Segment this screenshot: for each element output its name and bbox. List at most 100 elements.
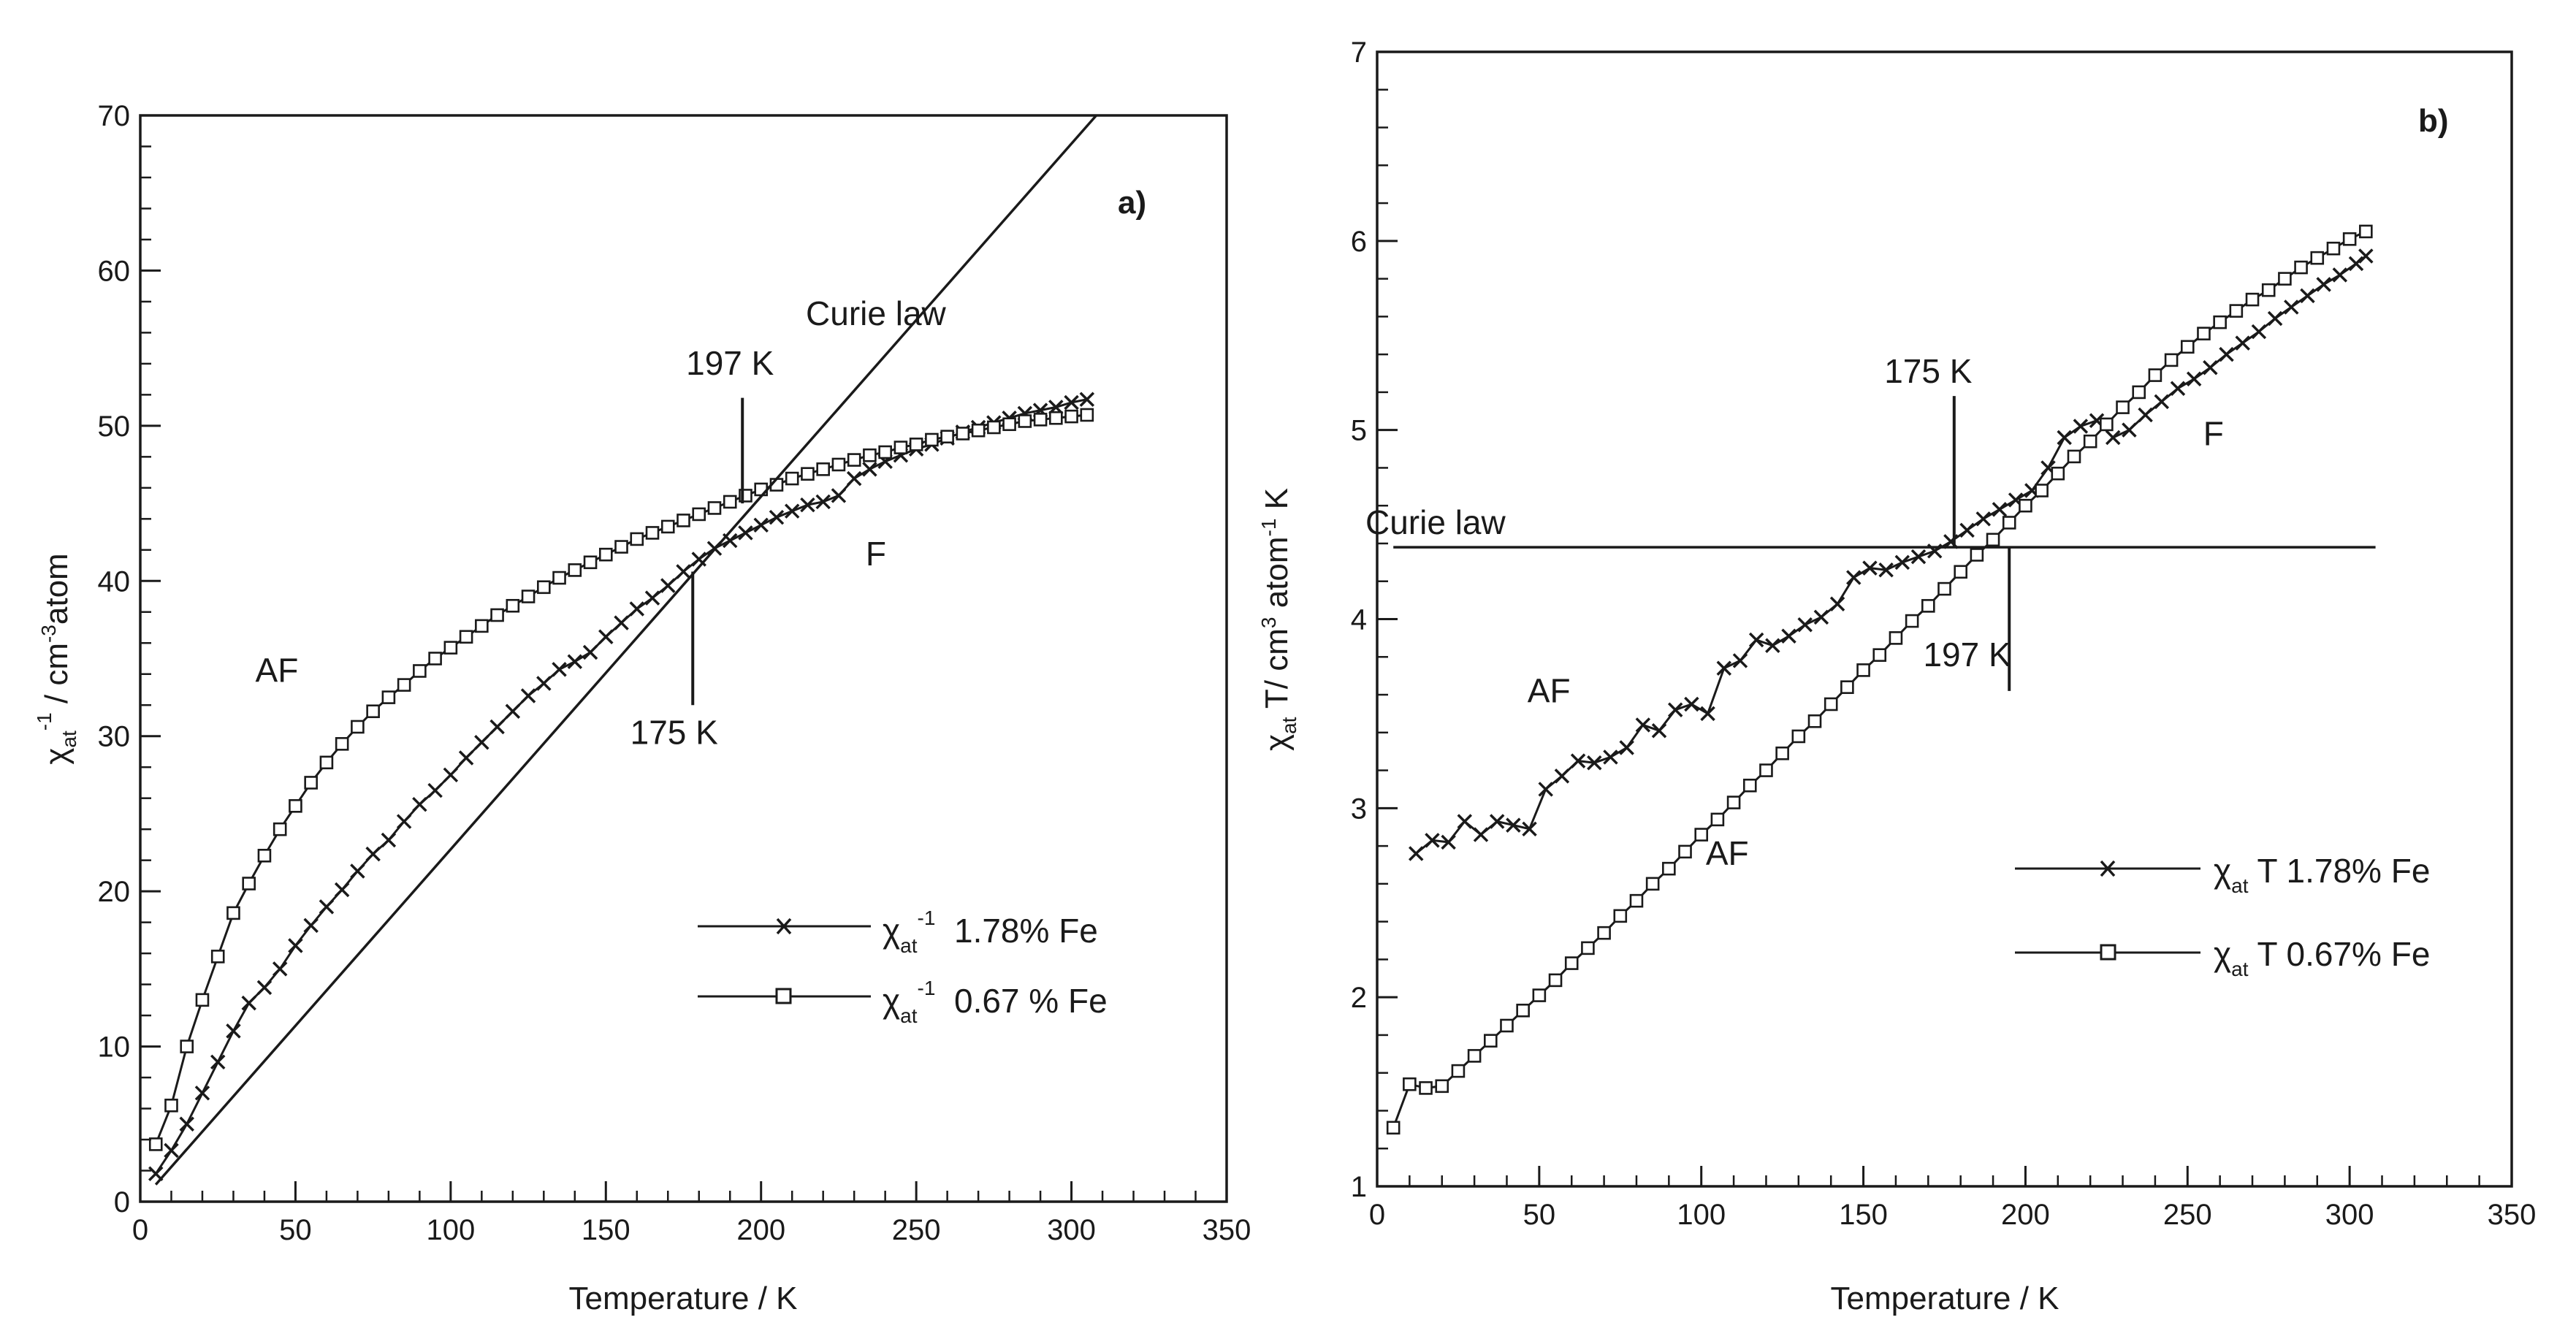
panel-b-x-marker-point xyxy=(2203,360,2218,375)
panel-b-square-marker-point xyxy=(1840,680,1854,694)
panel-a-x-marker-point xyxy=(381,832,397,848)
panel-b-x-tick-label: 300 xyxy=(2325,1199,2374,1231)
panel-a-x-marker-point xyxy=(567,654,583,669)
panel-b-x-marker-point xyxy=(2348,256,2364,272)
legend-square-marker xyxy=(2100,944,2116,961)
panel-b-x-marker-point xyxy=(1441,834,1456,850)
panel-b-square-marker-point xyxy=(1937,581,1951,596)
panel-b-x-tick-label: 200 xyxy=(2001,1199,2050,1231)
panel-a-x-marker-point xyxy=(458,750,474,766)
panel-b-label: b) xyxy=(2418,103,2449,139)
panel-b-square-marker-point xyxy=(2197,327,2211,340)
panel-b-x-axis-label: Temperature / K xyxy=(1830,1281,2059,1316)
panel-b-x-marker-point xyxy=(1862,560,1878,576)
panel-b-x-marker-point xyxy=(1959,522,1975,538)
panel-a-x-tick-label: 50 xyxy=(279,1214,312,1246)
panel-b-x-marker-point xyxy=(2105,430,2121,446)
panel-a-square-marker-point xyxy=(583,555,598,570)
panel-b-square-marker-point xyxy=(1986,533,2000,547)
panel-a-square-marker-point xyxy=(801,467,815,481)
panel-a-square-marker-point xyxy=(428,652,442,665)
panel-a-y-tick-label: 10 xyxy=(98,1031,131,1064)
legend-x-marker xyxy=(2100,860,2116,877)
panel-b-square-marker-point xyxy=(2278,272,2292,286)
panel-b-x-marker-point xyxy=(1619,740,1634,755)
panel-b-square-marker-point xyxy=(2100,417,2114,432)
panel-b-x-marker-point xyxy=(1797,617,1813,633)
panel-b-square-marker-point xyxy=(1581,941,1595,955)
panel-a-plot-frame xyxy=(139,114,1228,1203)
panel-b-square-marker-point xyxy=(1564,956,1579,970)
panel-a-square-marker-point xyxy=(475,619,489,633)
panel-a-square-marker-point xyxy=(164,1098,178,1113)
panel-b-annotations: Curie law 175 K 197 K F AF AF xyxy=(1365,352,2224,872)
panel-a-x-tick-label: 250 xyxy=(892,1214,941,1246)
panel-b-x-marker-point xyxy=(2073,419,2089,434)
panel-b-square-marker-point xyxy=(1921,599,1935,613)
panel-b-x-marker-point xyxy=(2267,310,2283,327)
panel-b-y-axis-label: χat T/ cm3 atom-1 K xyxy=(1257,488,1300,751)
panel-a-square-marker-point xyxy=(351,720,365,734)
panel-a-square-marker-point xyxy=(707,501,722,515)
panel-b-square-marker-point xyxy=(2164,353,2179,367)
panel-b-annotation: Curie law xyxy=(1365,503,1506,541)
panel-b-x-marker-point xyxy=(2358,248,2374,264)
panel-b-annotation: F xyxy=(2203,414,2224,452)
panel-a-square-marker-point xyxy=(459,630,473,644)
panel-b-x-marker-point xyxy=(2138,407,2153,423)
panel-b-x-marker-point xyxy=(2170,381,2186,396)
panel-b-x-tick-label: 350 xyxy=(2488,1199,2537,1231)
panel-b-x-marker-point xyxy=(1684,696,1699,712)
legend-square-marker xyxy=(775,988,792,1004)
panel-a-square-marker-point xyxy=(645,526,660,540)
panel-a-x-tick-label: 150 xyxy=(582,1214,630,1246)
panel-b-x-marker-point xyxy=(1587,755,1602,771)
panel-a-x-tick-label: 200 xyxy=(736,1214,785,1246)
legend-entry-067-fe: χat T 0.67% Fe xyxy=(2214,935,2430,980)
panel-a-x-marker-point xyxy=(582,644,598,660)
panel-a-x-marker-point xyxy=(365,846,381,862)
panel-a-annotation: F xyxy=(866,535,886,573)
panel-b-x-marker-point xyxy=(1635,717,1651,733)
panel-a-x-marker-point xyxy=(164,1142,179,1159)
panel-b-square-marker-point xyxy=(1419,1081,1433,1095)
panel-a-square-marker-point xyxy=(785,471,799,486)
panel-b-square-marker-point xyxy=(2067,449,2081,464)
panel-b-x-marker-point xyxy=(2154,394,2170,410)
panel-a-x-marker-point xyxy=(753,517,769,533)
panel-a-x-marker-point xyxy=(334,882,350,898)
legend-entry-178-fe: χat-1 1.78% Fe xyxy=(883,907,1098,957)
panel-b-y-tick-label: 7 xyxy=(1351,37,1367,69)
panel-b-x-marker-point xyxy=(1425,833,1440,848)
panel-a-x-marker-point xyxy=(846,470,862,487)
panel-a-x-marker-point xyxy=(815,494,831,510)
panel-a-square-marker-point xyxy=(893,440,908,454)
panel-a-square-marker-point xyxy=(195,993,210,1007)
panel-b-square-marker-point xyxy=(2245,292,2260,307)
panel-b-square-marker-point xyxy=(1451,1064,1466,1078)
panel-a-annotation: 175 K xyxy=(630,713,719,751)
panel-a-y-tick-label: 30 xyxy=(98,721,131,753)
panel-b-square-marker-point xyxy=(1872,648,1887,662)
panel-a-plot-marks xyxy=(148,114,1097,1186)
chart-panel-a: 0 50 100 150 200 250 300 350 0 10 20 30 40 50 60 70 Cur… xyxy=(33,100,1251,1316)
panel-a-square-marker-point xyxy=(537,580,551,595)
panel-a-x-marker-point xyxy=(226,1023,241,1039)
panel-b-annotation: 175 K xyxy=(1884,352,1973,390)
panel-b-x-marker-point xyxy=(2316,277,2331,292)
panel-b-square-marker-point xyxy=(1970,548,1984,562)
panel-b-square-marker-point xyxy=(2359,224,2373,239)
panel-b-x-marker-point xyxy=(1700,706,1715,722)
panel-b-square-marker-point xyxy=(1467,1049,1482,1063)
panel-b-square-marker-point xyxy=(2148,368,2162,382)
panel-b-square-marker-point xyxy=(1807,714,1822,728)
panel-b-x-marker-point xyxy=(2332,267,2348,283)
panel-a-square-marker-point xyxy=(940,430,954,444)
panel-b-square-marker-point xyxy=(1710,812,1725,827)
panel-b-square-marker-point xyxy=(2342,232,2357,246)
panel-b-square-marker-point xyxy=(1629,893,1644,908)
panel-a-x-marker-point xyxy=(676,564,691,579)
panel-b-x-marker-point xyxy=(1538,782,1553,797)
panel-b-square-marker-point xyxy=(1678,844,1692,859)
panel-a-square-marker-point xyxy=(971,423,986,438)
